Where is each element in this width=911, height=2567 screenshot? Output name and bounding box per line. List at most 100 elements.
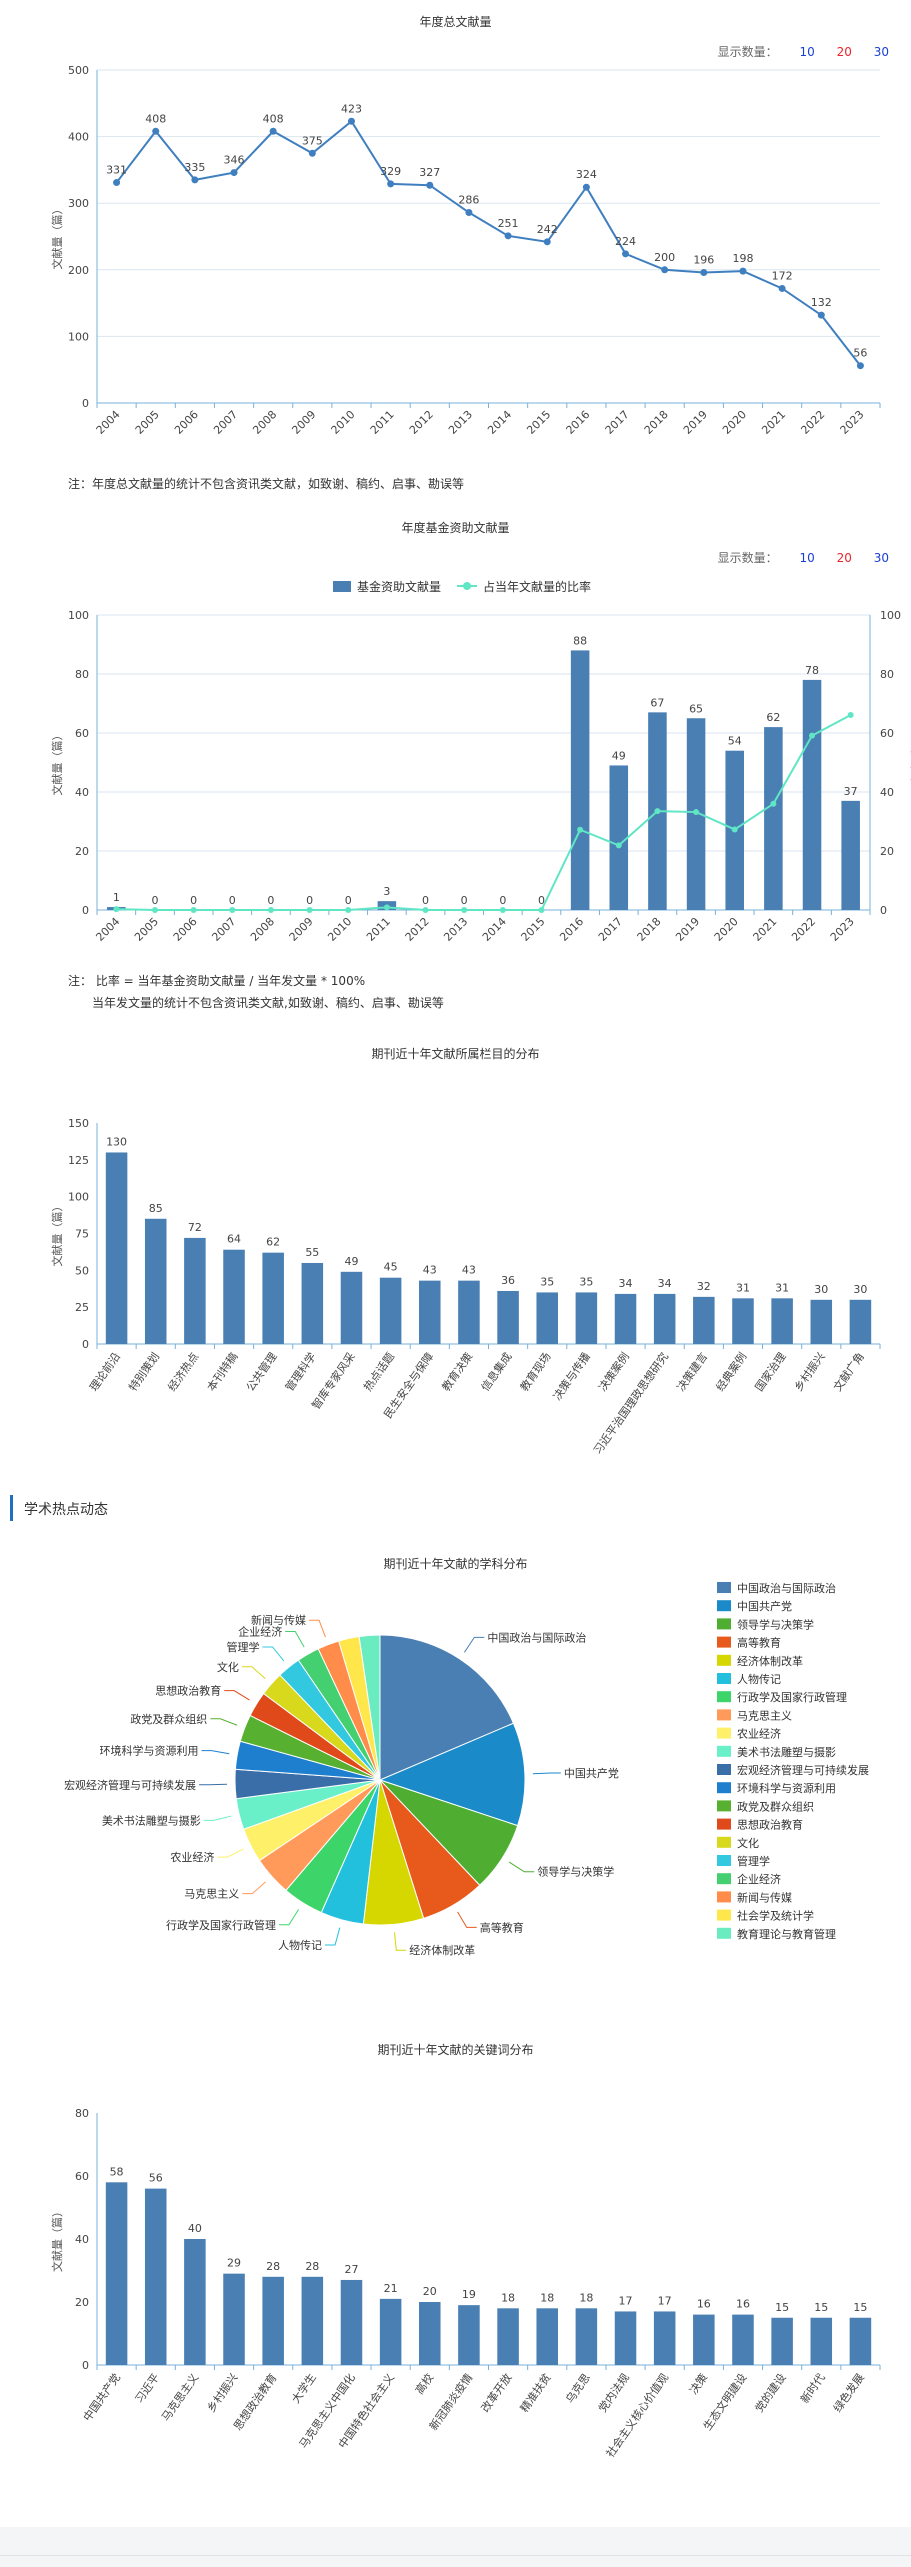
data-label: 16	[697, 2298, 711, 2311]
pie-label: 美术书法雕塑与摄影	[102, 1813, 201, 1827]
legend-label: 企业经济	[737, 1872, 781, 1886]
x-tick-label: 2005	[132, 915, 161, 944]
data-label: 27	[344, 2263, 358, 2276]
count-option-10[interactable]: 10	[799, 45, 815, 59]
pie-leader-line	[262, 1646, 285, 1662]
section-marker	[10, 1495, 13, 1521]
bar	[575, 2308, 598, 2365]
data-label: 35	[540, 1275, 554, 1288]
pie-leader-line	[224, 1690, 250, 1701]
ratio-point	[383, 904, 390, 911]
data-label: 28	[266, 2260, 280, 2273]
legend-swatch	[717, 1745, 731, 1757]
data-label: 0	[345, 894, 352, 907]
legend-label: 环境科学与资源利用	[737, 1781, 836, 1795]
x-tick-label: 中国共产党	[80, 2371, 123, 2424]
y-tick-label: 0	[82, 904, 89, 917]
legend-label: 占当年文献量的比率	[483, 579, 591, 594]
ratio-point	[422, 907, 429, 913]
data-label: 0	[499, 894, 506, 907]
data-point	[739, 267, 747, 275]
data-point	[113, 179, 121, 187]
ratio-point	[538, 907, 545, 913]
data-label: 251	[498, 217, 519, 230]
keyword-distribution-bar-chart: 0 20 40 60 80 文献量（篇） 58 56 40 29 28 28 27 21 20 19 18 18 1…	[50, 2107, 881, 2460]
pie-leader-line	[309, 1619, 326, 1638]
legend-label: 领导学与决策学	[737, 1617, 814, 1631]
pie-label: 中国共产党	[564, 1766, 619, 1780]
ratio-point	[654, 808, 661, 815]
data-label: 64	[227, 1233, 241, 1246]
y-tick-label: 50	[75, 1264, 89, 1277]
bar	[693, 1296, 715, 1344]
x-tick-label: 2015	[519, 915, 548, 944]
bar	[570, 650, 590, 910]
data-label: 62	[266, 1236, 280, 1249]
legend-swatch	[717, 1782, 731, 1794]
legend-label: 新闻与传媒	[737, 1890, 792, 1904]
annual-literature-line-chart: 0 100 200 300 400 500 文献量（篇） 331 408 335 346 408 375…	[50, 64, 881, 437]
bar	[653, 1293, 676, 1344]
data-label: 408	[145, 112, 166, 125]
pie-leader-line	[217, 1848, 244, 1858]
bar	[693, 2314, 715, 2365]
legend-label: 中国政治与国际政治	[737, 1581, 836, 1595]
x-tick-label: 2012	[403, 915, 432, 944]
ratio-point	[151, 907, 158, 913]
y-tick-label: 100	[68, 1191, 89, 1204]
data-label: 15	[814, 2301, 828, 2314]
data-label: 65	[689, 702, 703, 715]
pie-leader-line	[532, 1772, 561, 1775]
count-option-20[interactable]: 20	[836, 551, 852, 565]
bar	[497, 1290, 519, 1344]
section-header: 学术热点动态	[0, 1493, 911, 1523]
x-tick-label: 国家治理	[752, 1350, 789, 1394]
data-label: 242	[537, 223, 558, 236]
y-tick-label: 500	[68, 64, 89, 77]
legend-swatch	[717, 1654, 731, 1666]
pie-leader-line	[199, 1783, 228, 1786]
data-point	[308, 149, 316, 157]
legend-swatch	[717, 1727, 731, 1739]
pie-leader-line	[325, 1927, 341, 1946]
y-tick-label: 25	[75, 1301, 89, 1314]
bar	[810, 2317, 833, 2365]
count-option-30[interactable]: 30	[873, 45, 889, 59]
pie-leader-line	[201, 1750, 230, 1755]
data-label: 196	[693, 253, 714, 266]
pie-label: 马克思主义	[184, 1888, 239, 1901]
legend-label: 人物传记	[737, 1672, 781, 1686]
legend-swatch	[717, 1909, 731, 1921]
bar	[223, 2273, 245, 2365]
legend-label: 中国共产党	[737, 1599, 792, 1613]
data-point	[269, 127, 277, 135]
x-tick-label: 2019	[673, 915, 702, 944]
legend-swatch	[717, 1764, 731, 1775]
y2-tick-label: 100	[880, 609, 901, 622]
legend-label: 宏观经济管理与可持续发展	[737, 1763, 869, 1777]
data-label: 43	[423, 1264, 437, 1277]
data-label: 172	[772, 269, 793, 282]
ratio-point	[229, 907, 236, 913]
x-tick-label: 热点话题	[361, 1350, 397, 1393]
data-label: 18	[540, 2291, 554, 2304]
count-option-30[interactable]: 30	[873, 551, 889, 565]
data-label: 0	[151, 894, 158, 907]
data-label: 43	[462, 1264, 476, 1277]
bar	[419, 2302, 441, 2365]
data-label: 18	[579, 2291, 593, 2304]
pie-leader-line	[210, 1718, 238, 1726]
chart-note-line-1: 注： 比率 = 当年基金资助文献量 / 当年发文量 * 100%	[68, 974, 366, 988]
count-option-10[interactable]: 10	[799, 551, 815, 565]
data-label: 0	[422, 894, 429, 907]
ratio-point	[770, 800, 777, 807]
y-tick-label: 40	[75, 786, 89, 799]
pie-label: 人物传记	[278, 1938, 322, 1952]
bar	[184, 2239, 206, 2365]
ratio-point	[615, 842, 622, 849]
data-label: 423	[341, 102, 362, 115]
pie-leader-line	[242, 1881, 267, 1895]
count-option-20[interactable]: 20	[836, 45, 852, 59]
y-tick-label: 0	[82, 1338, 89, 1351]
pie-label: 经济体制改革	[409, 1943, 475, 1957]
